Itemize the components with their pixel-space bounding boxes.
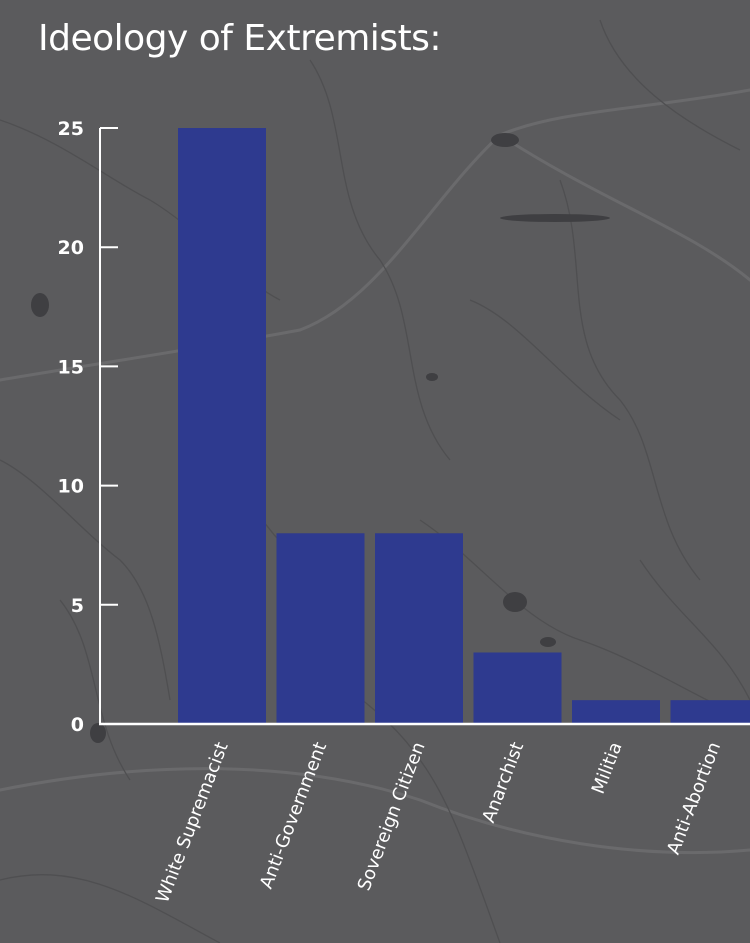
y-tick-label: 20 bbox=[58, 237, 84, 259]
y-tick-label: 25 bbox=[58, 118, 84, 140]
axes bbox=[99, 128, 750, 726]
x-category-label: Anti-Abortion bbox=[663, 739, 725, 857]
bar bbox=[473, 652, 562, 724]
x-category-label: Militia bbox=[588, 739, 627, 797]
x-category-label: Anti-Government bbox=[256, 739, 331, 891]
x-category-label: Anarchist bbox=[478, 739, 528, 825]
bar bbox=[670, 700, 750, 724]
y-tick-label: 10 bbox=[58, 476, 84, 498]
chart-title: Ideology of Extremists: bbox=[38, 18, 442, 59]
y-axis-ticks: 0 5 10 15 20 25 bbox=[58, 118, 118, 736]
x-axis-labels: White Supremacist Anti-Government Sovereig… bbox=[152, 739, 725, 906]
bar bbox=[572, 700, 660, 724]
bar bbox=[375, 533, 463, 724]
x-category-label: White Supremacist bbox=[152, 739, 233, 906]
y-tick-label: 5 bbox=[71, 595, 84, 617]
bar bbox=[276, 533, 365, 724]
x-category-label: Sovereign Citizen bbox=[354, 739, 430, 893]
y-tick-label: 0 bbox=[71, 714, 84, 736]
y-tick-label: 15 bbox=[58, 356, 84, 378]
bars bbox=[178, 128, 750, 724]
bar bbox=[178, 128, 266, 724]
